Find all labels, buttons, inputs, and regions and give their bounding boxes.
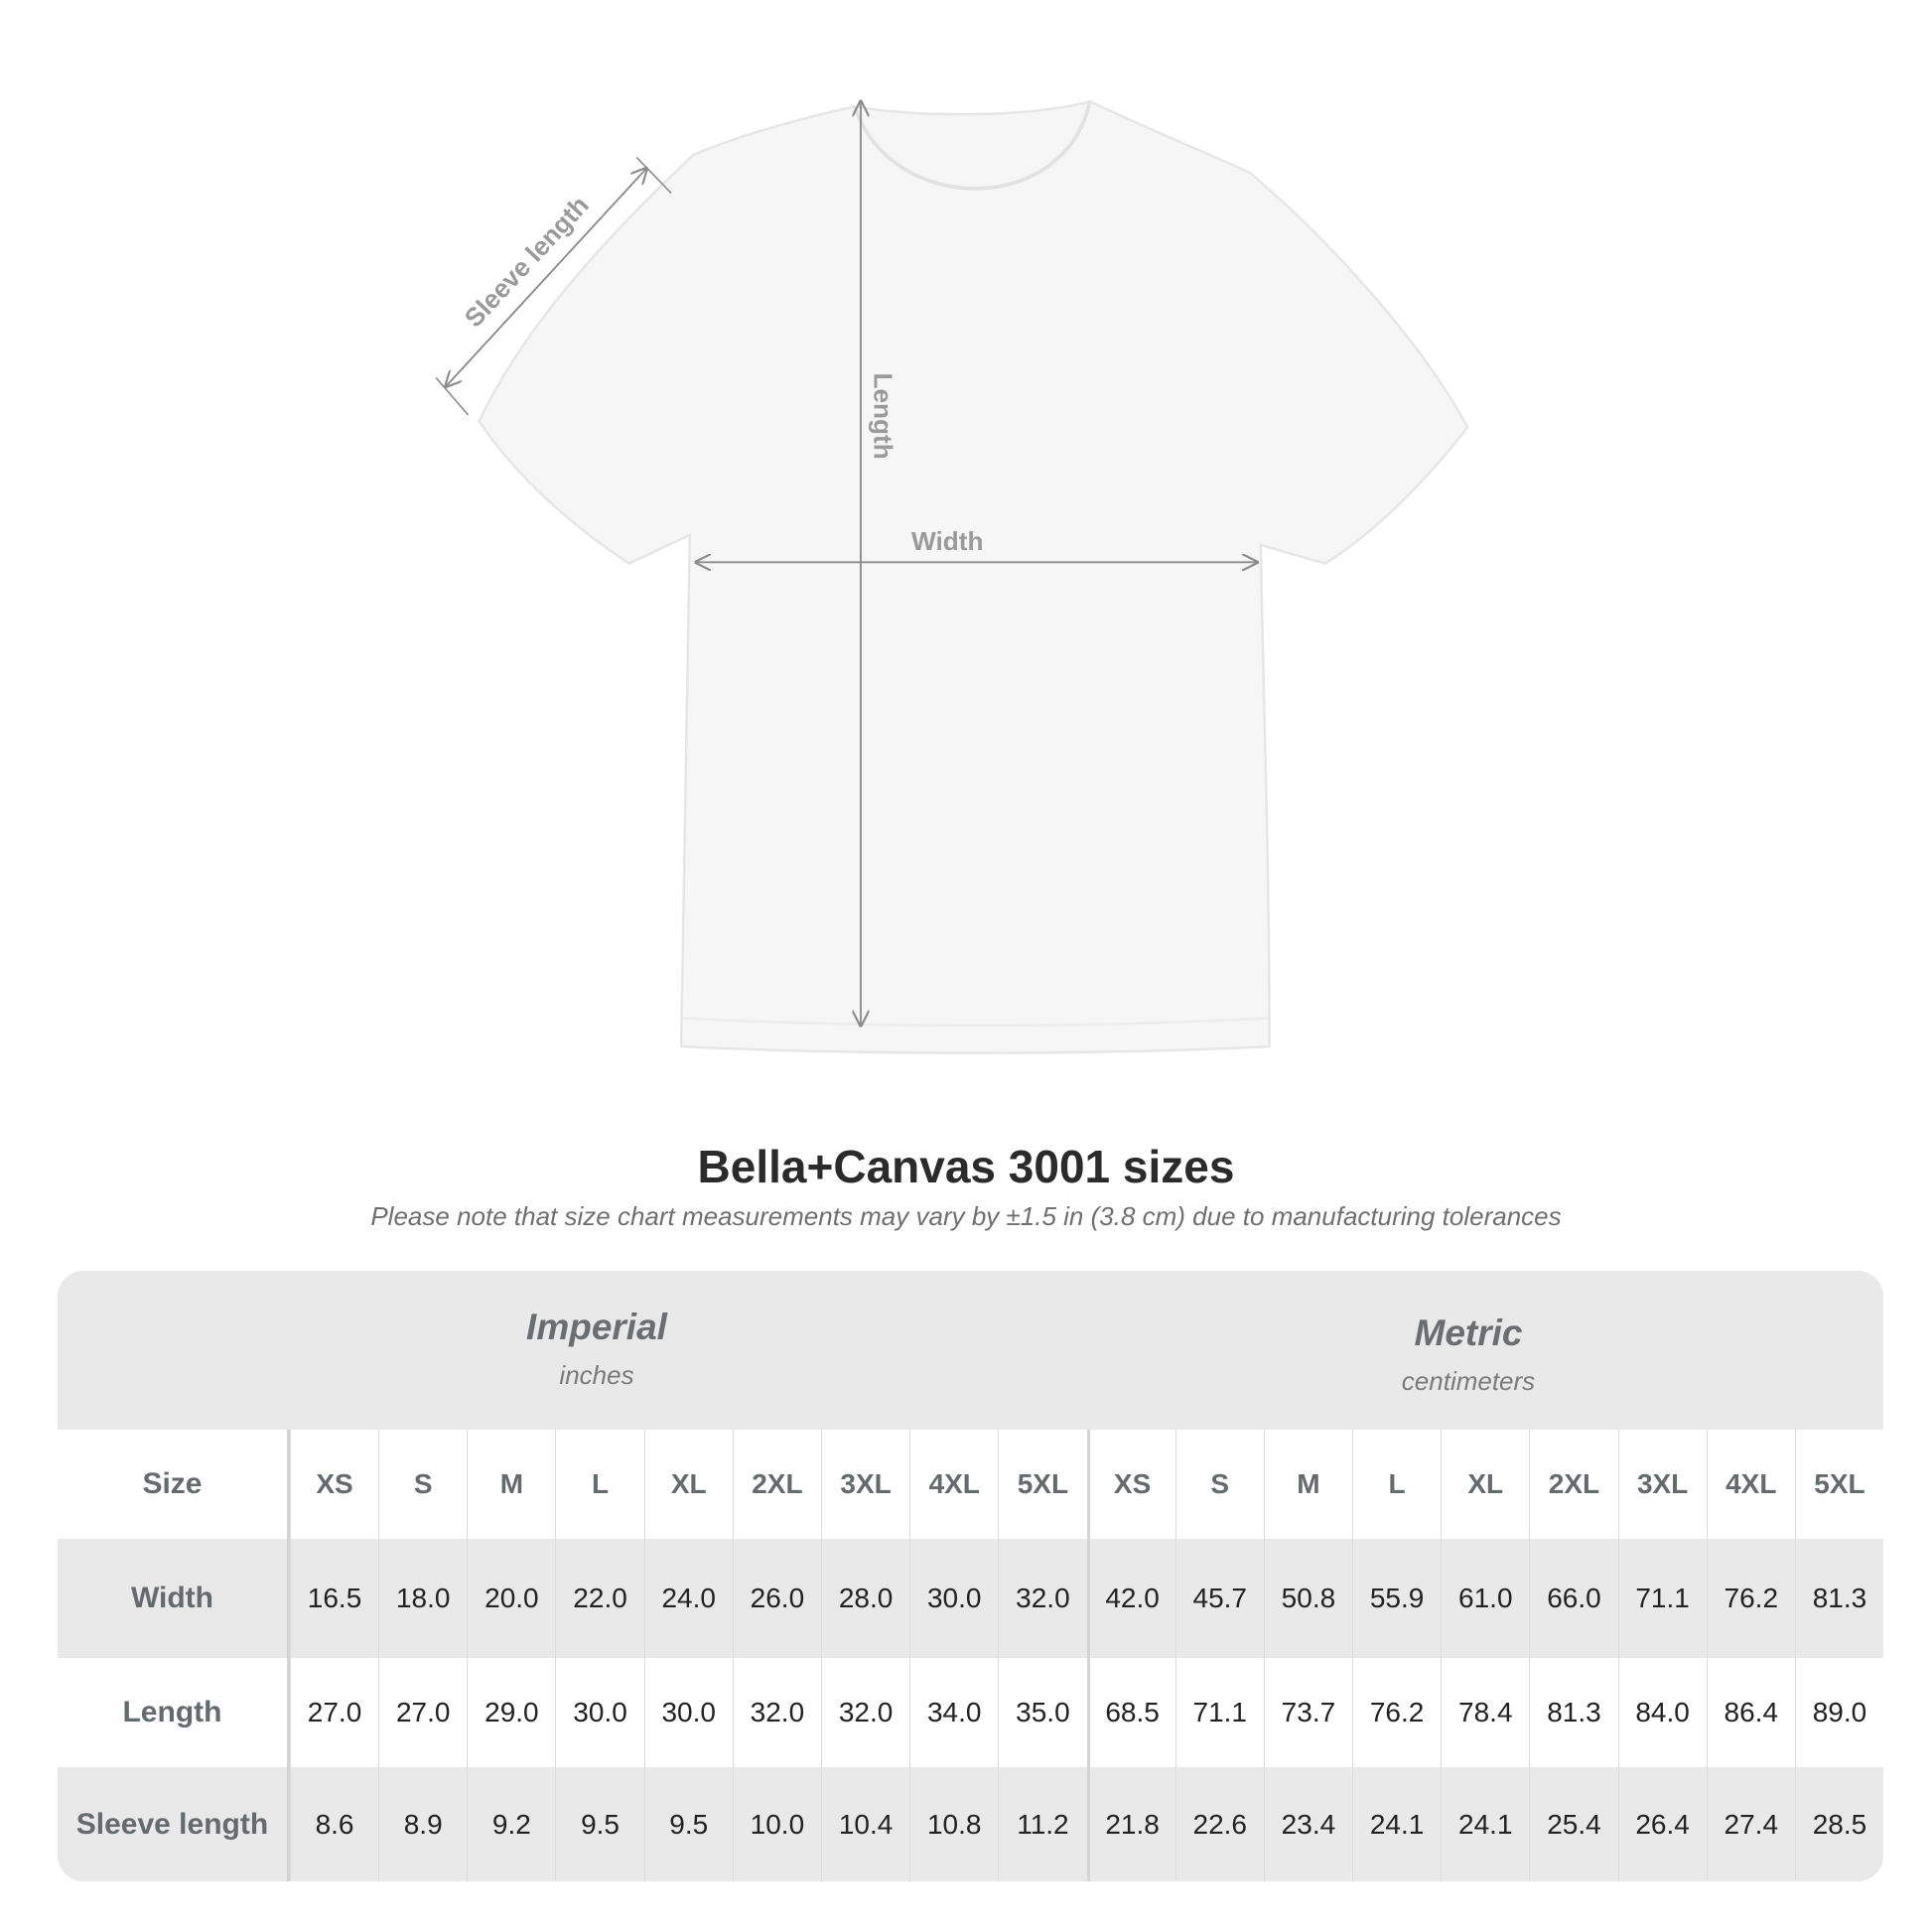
size-header-cell: XS xyxy=(289,1430,378,1539)
table-cell: 26.4 xyxy=(1617,1767,1707,1881)
tshirt-shape xyxy=(478,99,1469,1054)
table-cell: 76.2 xyxy=(1352,1658,1441,1767)
table-cell: 32.0 xyxy=(998,1539,1086,1658)
size-header-cell: 5XL xyxy=(998,1430,1086,1539)
table-cell: 66.0 xyxy=(1529,1539,1617,1658)
table-cell: 8.9 xyxy=(378,1767,467,1881)
table-cell: 10.4 xyxy=(820,1767,909,1881)
table-cell: 55.9 xyxy=(1352,1539,1441,1658)
table-cell: 32.0 xyxy=(732,1658,821,1767)
size-table: Imperial inches Metric centimeters Size … xyxy=(58,1271,1883,1881)
page-title: Bella+Canvas 3001 sizes xyxy=(697,1141,1235,1192)
sleeve-measure-line xyxy=(446,169,646,387)
size-header-cell: M xyxy=(1263,1430,1352,1539)
table-cell: 23.4 xyxy=(1263,1767,1352,1881)
table-cell: 24.1 xyxy=(1441,1767,1529,1881)
table-cell: 68.5 xyxy=(1086,1658,1175,1767)
table-cell: 27.4 xyxy=(1706,1767,1795,1881)
table-cell: 73.7 xyxy=(1263,1658,1352,1767)
table-cell: 30.0 xyxy=(555,1658,643,1767)
size-header-cell: 3XL xyxy=(1617,1430,1707,1539)
table-cell: 84.0 xyxy=(1617,1658,1707,1767)
size-row: Size XS S M L XL 2XL 3XL 4XL 5XL XS S M L XL 2XL 3XL 4XL… xyxy=(58,1430,1883,1539)
table-cell: 22.0 xyxy=(555,1539,643,1658)
table-cell: 76.2 xyxy=(1706,1539,1795,1658)
sleeve-tick-1 xyxy=(435,376,470,416)
table-cell: 16.5 xyxy=(289,1539,378,1658)
imperial-header: Imperial inches xyxy=(200,1307,994,1391)
table-cell: 9.2 xyxy=(467,1767,555,1881)
table-cell: 9.5 xyxy=(555,1767,643,1881)
table-cell: 28.5 xyxy=(1794,1767,1883,1881)
table-cell: 10.0 xyxy=(732,1767,821,1881)
table-cell: 24.1 xyxy=(1352,1767,1441,1881)
table-cell: 29.0 xyxy=(467,1658,555,1767)
imperial-label: Imperial xyxy=(526,1307,667,1347)
table-cell: 81.3 xyxy=(1529,1658,1617,1767)
size-header-cell: 4XL xyxy=(909,1430,998,1539)
metric-header: Metric centimeters xyxy=(1071,1312,1865,1397)
row-label: Sleeve length xyxy=(58,1767,290,1881)
table-cell: 45.7 xyxy=(1174,1539,1264,1658)
table-cell: 8.6 xyxy=(289,1767,378,1881)
table-cell: 50.8 xyxy=(1263,1539,1352,1658)
table-cell: 30.0 xyxy=(643,1658,733,1767)
table-cell: 22.6 xyxy=(1174,1767,1264,1881)
table-row: Length 27.0 27.0 29.0 30.0 30.0 32.0 32.0 34.0 35… xyxy=(58,1658,1883,1767)
size-header-cell: 2XL xyxy=(732,1430,821,1539)
size-header-cell: 3XL xyxy=(820,1430,909,1539)
imperial-unit: inches xyxy=(559,1360,634,1390)
length-label: Length xyxy=(869,372,898,459)
table-cell: 71.1 xyxy=(1617,1539,1707,1658)
table-cell: 20.0 xyxy=(467,1539,555,1658)
table-cell: 28.0 xyxy=(820,1539,909,1658)
table-cell: 78.4 xyxy=(1441,1658,1529,1767)
size-header-cell: M xyxy=(467,1430,555,1539)
table-cell: 35.0 xyxy=(998,1658,1086,1767)
size-header-cell: 4XL xyxy=(1706,1430,1795,1539)
table-cell: 25.4 xyxy=(1529,1767,1617,1881)
size-header-cell: L xyxy=(1352,1430,1441,1539)
table-cell: 26.0 xyxy=(732,1539,821,1658)
table-cell: 42.0 xyxy=(1086,1539,1175,1658)
table-cell: 10.8 xyxy=(909,1767,998,1881)
size-header-cell: XL xyxy=(643,1430,733,1539)
table-cell: 21.8 xyxy=(1086,1767,1175,1881)
table-row: Sleeve length 8.6 8.9 9.2 9.5 9.5 10.0 10.4 10.8… xyxy=(58,1767,1883,1881)
metric-unit: centimeters xyxy=(1401,1366,1536,1396)
table-cell: 30.0 xyxy=(909,1539,998,1658)
size-header-cell: XL xyxy=(1441,1430,1529,1539)
row-label: Width xyxy=(58,1539,290,1658)
table-cell: 18.0 xyxy=(378,1539,467,1658)
size-header-cell: S xyxy=(1174,1430,1264,1539)
sleeve-tick-2 xyxy=(635,156,672,195)
table-cell: 81.3 xyxy=(1794,1539,1883,1658)
table-cell: 27.0 xyxy=(378,1658,467,1767)
size-header-cell: XS xyxy=(1086,1430,1175,1539)
table-cell: 32.0 xyxy=(820,1658,909,1767)
table-cell: 71.1 xyxy=(1174,1658,1264,1767)
metric-label: Metric xyxy=(1414,1312,1523,1353)
table-cell: 86.4 xyxy=(1706,1658,1795,1767)
collar xyxy=(852,100,1092,191)
size-header-cell: L xyxy=(555,1430,643,1539)
table-cell: 61.0 xyxy=(1441,1539,1529,1658)
row-label: Length xyxy=(58,1658,290,1767)
table-cell: 34.0 xyxy=(909,1658,998,1767)
tolerance-note: Please note that size chart measurements… xyxy=(370,1201,1562,1231)
table-row: Width 16.5 18.0 20.0 22.0 24.0 26.0 28.0 30.0 32.… xyxy=(58,1539,1883,1658)
table-cell: 9.5 xyxy=(643,1767,733,1881)
size-header-cell: 2XL xyxy=(1529,1430,1617,1539)
row-label: Size xyxy=(58,1430,290,1539)
width-label: Width xyxy=(911,526,983,556)
hem-line xyxy=(683,1017,1269,1028)
table-cell: 11.2 xyxy=(998,1767,1086,1881)
size-header-cell: 5XL xyxy=(1794,1430,1883,1539)
table-cell: 24.0 xyxy=(643,1539,733,1658)
table-cell: 89.0 xyxy=(1794,1658,1883,1767)
size-header-cell: S xyxy=(378,1430,467,1539)
table-cell: 27.0 xyxy=(289,1658,378,1767)
